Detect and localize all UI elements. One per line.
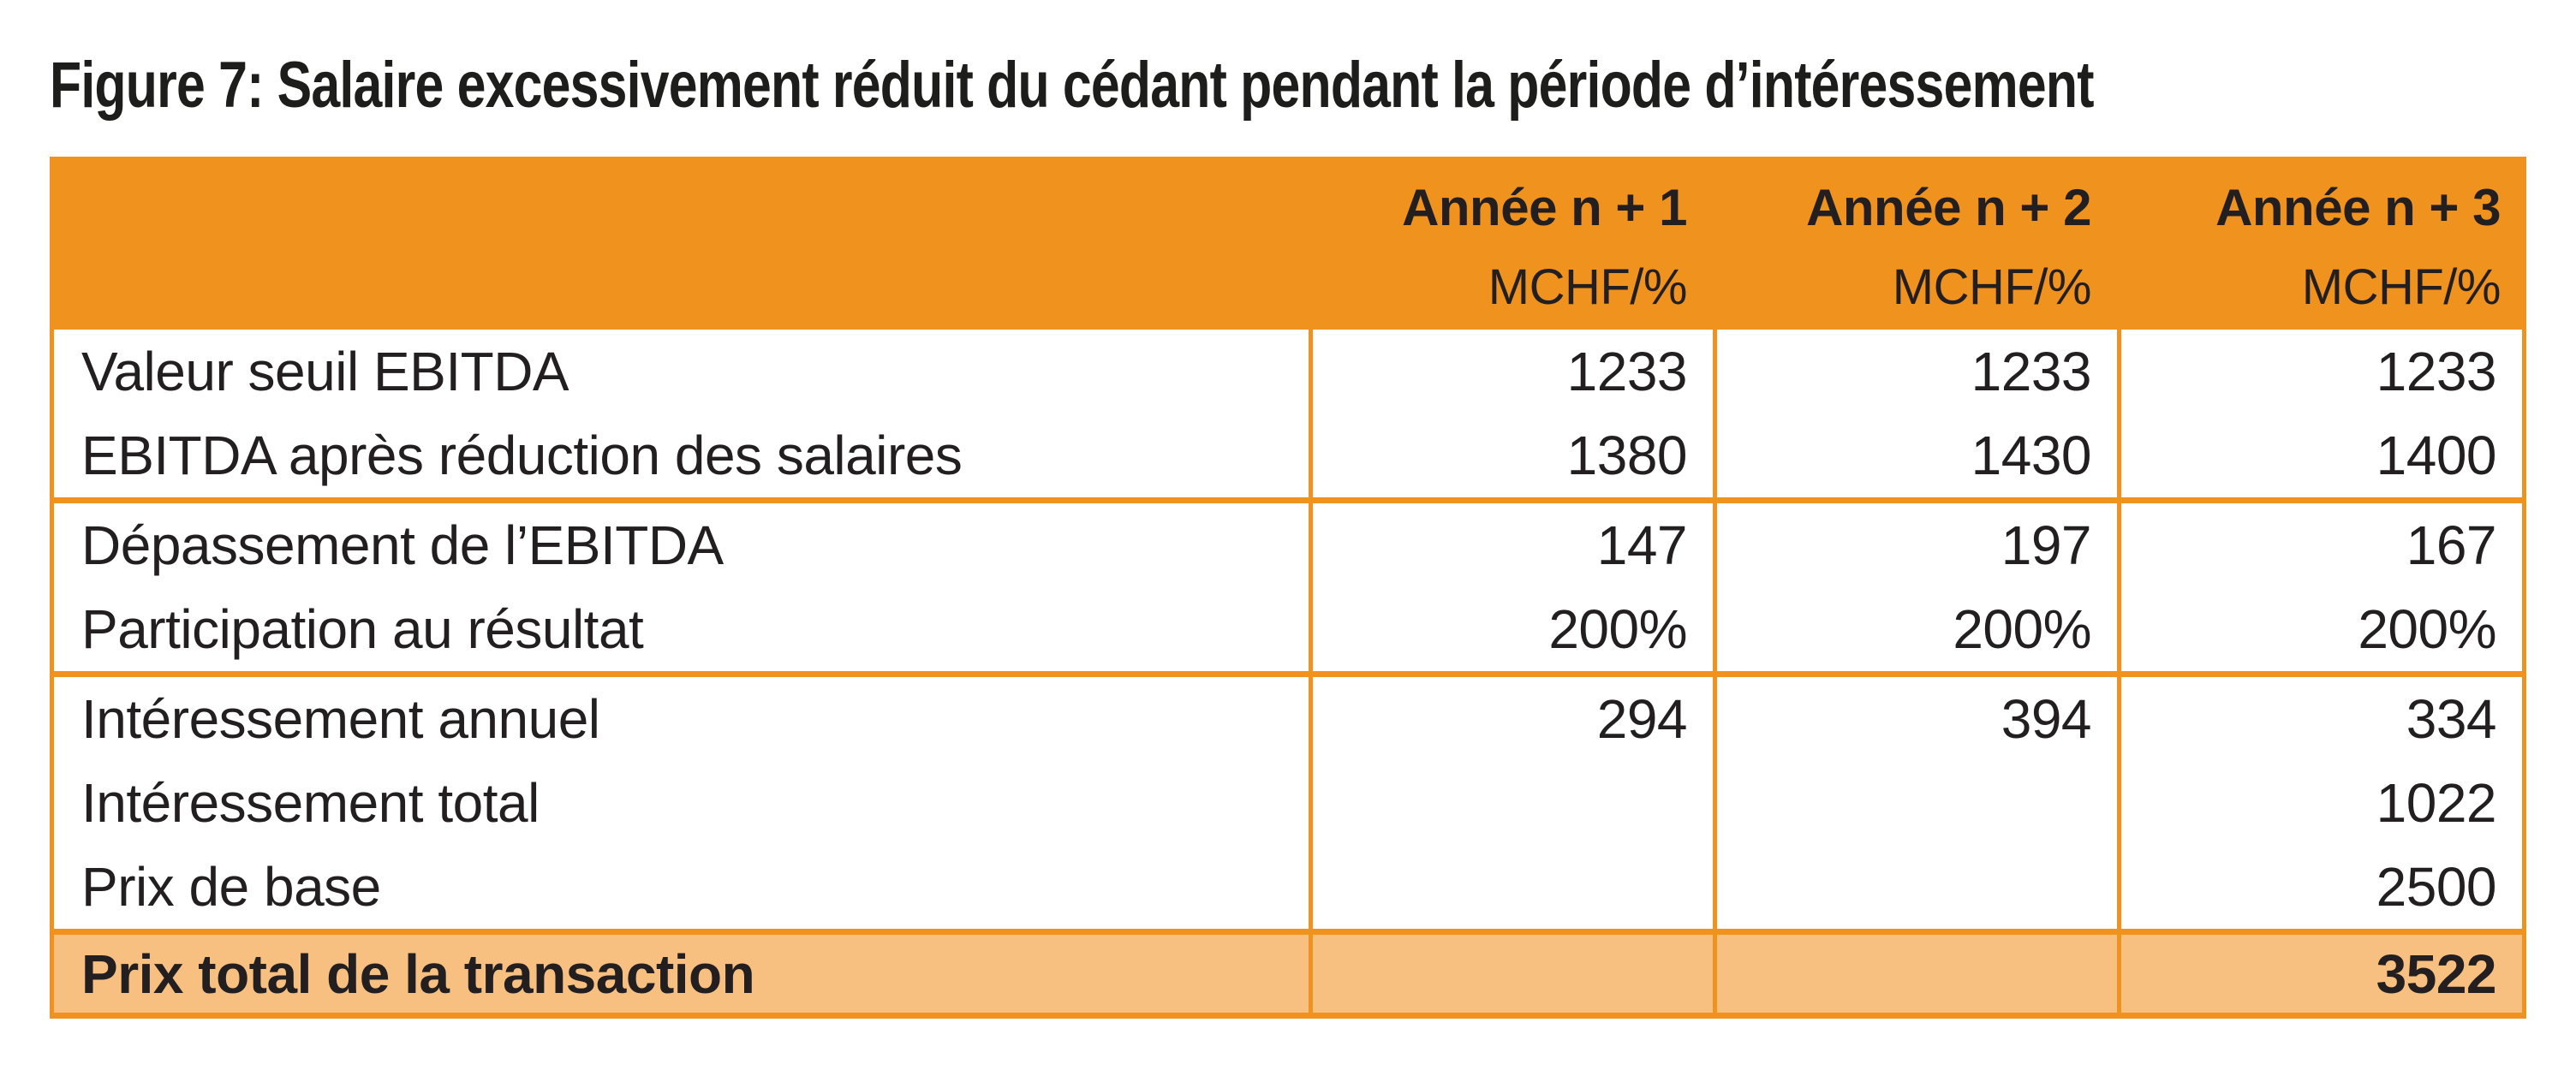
row-label: Dépassement de l’EBITDA [50,497,1309,587]
cell-value: 394 [1713,671,2117,761]
figure-title: Figure 7: Salaire excessivement réduit d… [50,53,2576,118]
cell-value: 1380 [1309,413,1713,497]
cell-value: 1233 [2117,330,2526,413]
cell-value: 200% [2117,587,2526,671]
cell-value [1713,845,2117,929]
table-row-prix-total-transaction: Prix total de la transaction 3522 [50,929,2526,1019]
cell-value: 294 [1309,671,1713,761]
column-header-annee-n2: Année n + 2 MCHF/% [1713,157,2117,330]
row-label: Intéressement annuel [50,671,1309,761]
figure7-table-container: Année n + 1 MCHF/% Année n + 2 MCHF/% An… [50,157,2526,1019]
column-header-unit: MCHF/% [2301,259,2501,315]
table-row-interessement-annuel: Intéressement annuel 294 394 334 [50,671,2526,761]
row-label: Participation au résultat [50,587,1309,671]
row-label: Intéressement total [50,761,1309,845]
figure7-table: Année n + 1 MCHF/% Année n + 2 MCHF/% An… [50,157,2526,1019]
column-header-unit: MCHF/% [1892,259,2092,315]
cell-value [1713,761,2117,845]
table-row-interessement-total: Intéressement total 1022 [50,761,2526,845]
footer-label: Prix total de la transaction [50,929,1309,1019]
cell-value: 167 [2117,497,2526,587]
table-row-participation-resultat: Participation au résultat 200% 200% 200% [50,587,2526,671]
table-row-valeur-seuil-ebitda: Valeur seuil EBITDA 1233 1233 1233 [50,330,2526,413]
footer-value: 3522 [2117,929,2526,1019]
row-label: EBITDA après réduction des salaires [50,413,1309,497]
table-header: Année n + 1 MCHF/% Année n + 2 MCHF/% An… [50,157,2526,330]
table-row-depassement-ebitda: Dépassement de l’EBITDA 147 197 167 [50,497,2526,587]
cell-value: 1022 [2117,761,2526,845]
figure-title-text: Figure 7: Salaire excessivement réduit d… [50,49,2094,122]
cell-value: 1233 [1713,330,2117,413]
cell-value: 200% [1713,587,2117,671]
row-label: Prix de base [50,845,1309,929]
cell-value: 2500 [2117,845,2526,929]
header-spacer-cell [50,157,1309,330]
cell-value: 1233 [1309,330,1713,413]
header-row: Année n + 1 MCHF/% Année n + 2 MCHF/% An… [50,157,2526,330]
column-header-label: Année n + 2 [1806,179,2091,236]
footer-value [1309,929,1713,1019]
cell-value: 1430 [1713,413,2117,497]
row-label: Valeur seuil EBITDA [50,330,1309,413]
table-row-prix-de-base: Prix de base 2500 [50,845,2526,929]
footer-value [1713,929,2117,1019]
cell-value: 197 [1713,497,2117,587]
table-row-ebitda-apres-reduction: EBITDA après réduction des salaires 1380… [50,413,2526,497]
cell-value: 200% [1309,587,1713,671]
table-footer: Prix total de la transaction 3522 [50,929,2526,1019]
cell-value: 334 [2117,671,2526,761]
column-header-label: Année n + 1 [1402,179,1687,236]
cell-value: 147 [1309,497,1713,587]
cell-value [1309,761,1713,845]
cell-value: 1400 [2117,413,2526,497]
column-header-annee-n3: Année n + 3 MCHF/% [2117,157,2526,330]
column-header-label: Année n + 3 [2215,179,2501,236]
column-header-annee-n1: Année n + 1 MCHF/% [1309,157,1713,330]
cell-value [1309,845,1713,929]
table-body: Valeur seuil EBITDA 1233 1233 1233 EBITD… [50,330,2526,929]
column-header-unit: MCHF/% [1488,259,1688,315]
